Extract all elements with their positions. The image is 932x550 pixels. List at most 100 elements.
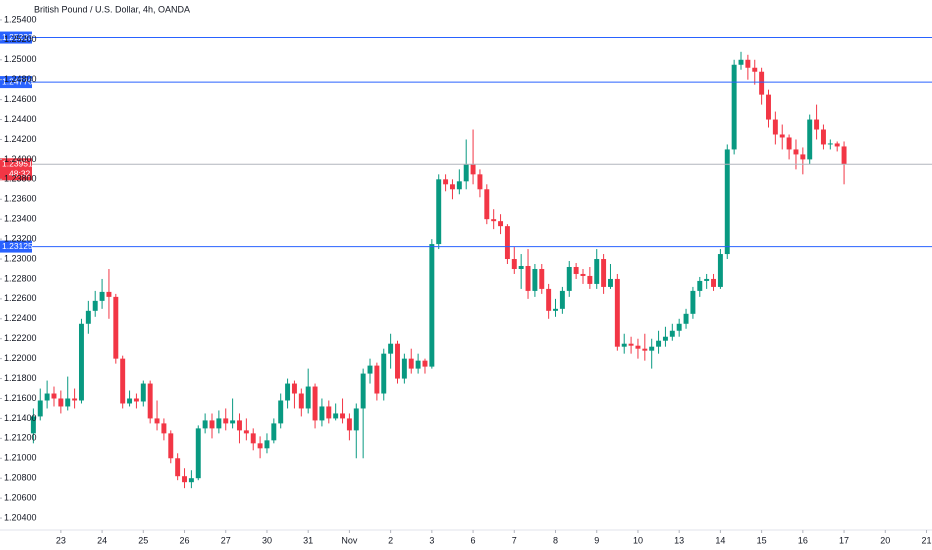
candle-body: [161, 423, 167, 434]
candle-body: [587, 275, 593, 284]
candle-body: [841, 146, 847, 165]
candle-body: [319, 406, 325, 421]
candle-body: [463, 164, 469, 182]
candle-body: [717, 254, 723, 287]
y-tick-label: 1.22000: [4, 353, 37, 363]
candle-body: [285, 383, 291, 401]
x-tick-label: 15: [757, 535, 767, 545]
candle-body: [305, 386, 311, 409]
x-tick-label: 6: [471, 535, 476, 545]
price-label: 1.25223: [2, 32, 33, 42]
candle-body: [65, 398, 71, 407]
y-tick-label: 1.23800: [4, 174, 37, 184]
candle-body: [278, 400, 284, 424]
y-tick-label: 1.24200: [4, 134, 37, 144]
candle-body: [477, 174, 483, 190]
candle-body: [168, 433, 174, 459]
x-tick-label: 30: [262, 535, 272, 545]
candle-body: [257, 443, 263, 449]
y-tick-label: 1.25200: [4, 34, 37, 44]
x-tick-label: 24: [97, 535, 107, 545]
price-label: 1.23125: [2, 241, 33, 251]
x-tick-label: 13: [674, 535, 684, 545]
candle-body: [814, 119, 820, 130]
y-tick-label: 1.23000: [4, 253, 37, 263]
candle-body: [704, 278, 710, 281]
candle-body: [656, 340, 662, 347]
x-tick-label: Nov: [341, 535, 358, 545]
candle-body: [470, 164, 476, 175]
y-tick-label: 1.22200: [4, 333, 37, 343]
candle-body: [58, 398, 64, 407]
x-tick-label: 10: [633, 535, 643, 545]
candle-body: [786, 137, 792, 150]
candle-body: [312, 386, 318, 421]
candle-body: [78, 323, 84, 401]
candle-body: [237, 420, 242, 431]
y-tick-label: 1.22800: [4, 273, 37, 283]
candle-body: [546, 288, 552, 311]
candle-body: [298, 393, 304, 409]
y-tick-label: 1.24600: [4, 94, 37, 104]
y-tick-label: 1.24000: [4, 154, 37, 164]
x-tick-label: 23: [56, 535, 66, 545]
candle-body: [44, 393, 50, 401]
candle-body: [504, 226, 510, 260]
candle-body: [175, 458, 181, 477]
candle-body: [333, 413, 339, 419]
candle-body: [381, 353, 387, 394]
candle-body: [484, 189, 490, 220]
chart-title: British Pound / U.S. Dollar, 4h, OANDA: [34, 4, 190, 14]
candle-body: [401, 358, 407, 379]
candle-body: [182, 476, 187, 483]
x-tick-label: 31: [303, 535, 313, 545]
candle-body: [264, 440, 270, 449]
y-tick-label: 1.21200: [4, 433, 37, 443]
y-tick-label: 1.20800: [4, 473, 37, 483]
candle-body: [511, 259, 517, 269]
x-tick-label: 27: [221, 535, 231, 545]
candle-body: [573, 266, 579, 274]
candle-body: [752, 67, 758, 72]
candle-body: [133, 398, 139, 402]
candle-body: [147, 383, 153, 419]
y-tick-label: 1.21800: [4, 373, 37, 383]
candle-body: [614, 278, 620, 347]
candle-body: [759, 71, 765, 95]
y-tick-label: 1.21600: [4, 393, 37, 403]
y-tick-label: 1.21400: [4, 413, 37, 423]
candle-body: [456, 181, 462, 190]
price-label-box: [0, 76, 32, 89]
candle-body: [408, 358, 414, 369]
candle-body: [422, 360, 428, 367]
y-tick-label: 1.25400: [4, 14, 37, 24]
candle-body: [827, 143, 833, 145]
candle-body: [250, 433, 256, 444]
x-tick-label: 7: [512, 535, 517, 545]
candle-body: [539, 268, 545, 289]
candle-body: [553, 308, 558, 311]
candle-body: [601, 259, 607, 287]
candle-body: [140, 383, 146, 402]
candle-body: [594, 259, 600, 284]
current-price-box: [0, 158, 32, 181]
x-tick-label: 9: [594, 535, 599, 545]
countdown-label: 48:32: [9, 169, 31, 179]
candle-body: [621, 343, 627, 347]
candle-body: [800, 154, 806, 160]
candle-body: [202, 420, 208, 429]
candle-body: [608, 278, 613, 287]
x-tick-label: 25: [138, 535, 148, 545]
candle-body: [649, 346, 655, 351]
x-tick-label: 8: [553, 535, 558, 545]
candle-body: [346, 418, 352, 431]
candle-body: [415, 360, 421, 369]
candle-body: [436, 179, 442, 245]
y-tick-label: 1.20400: [4, 512, 37, 522]
candle-body: [395, 343, 400, 379]
candle-body: [834, 143, 840, 147]
candle-body: [326, 406, 332, 419]
